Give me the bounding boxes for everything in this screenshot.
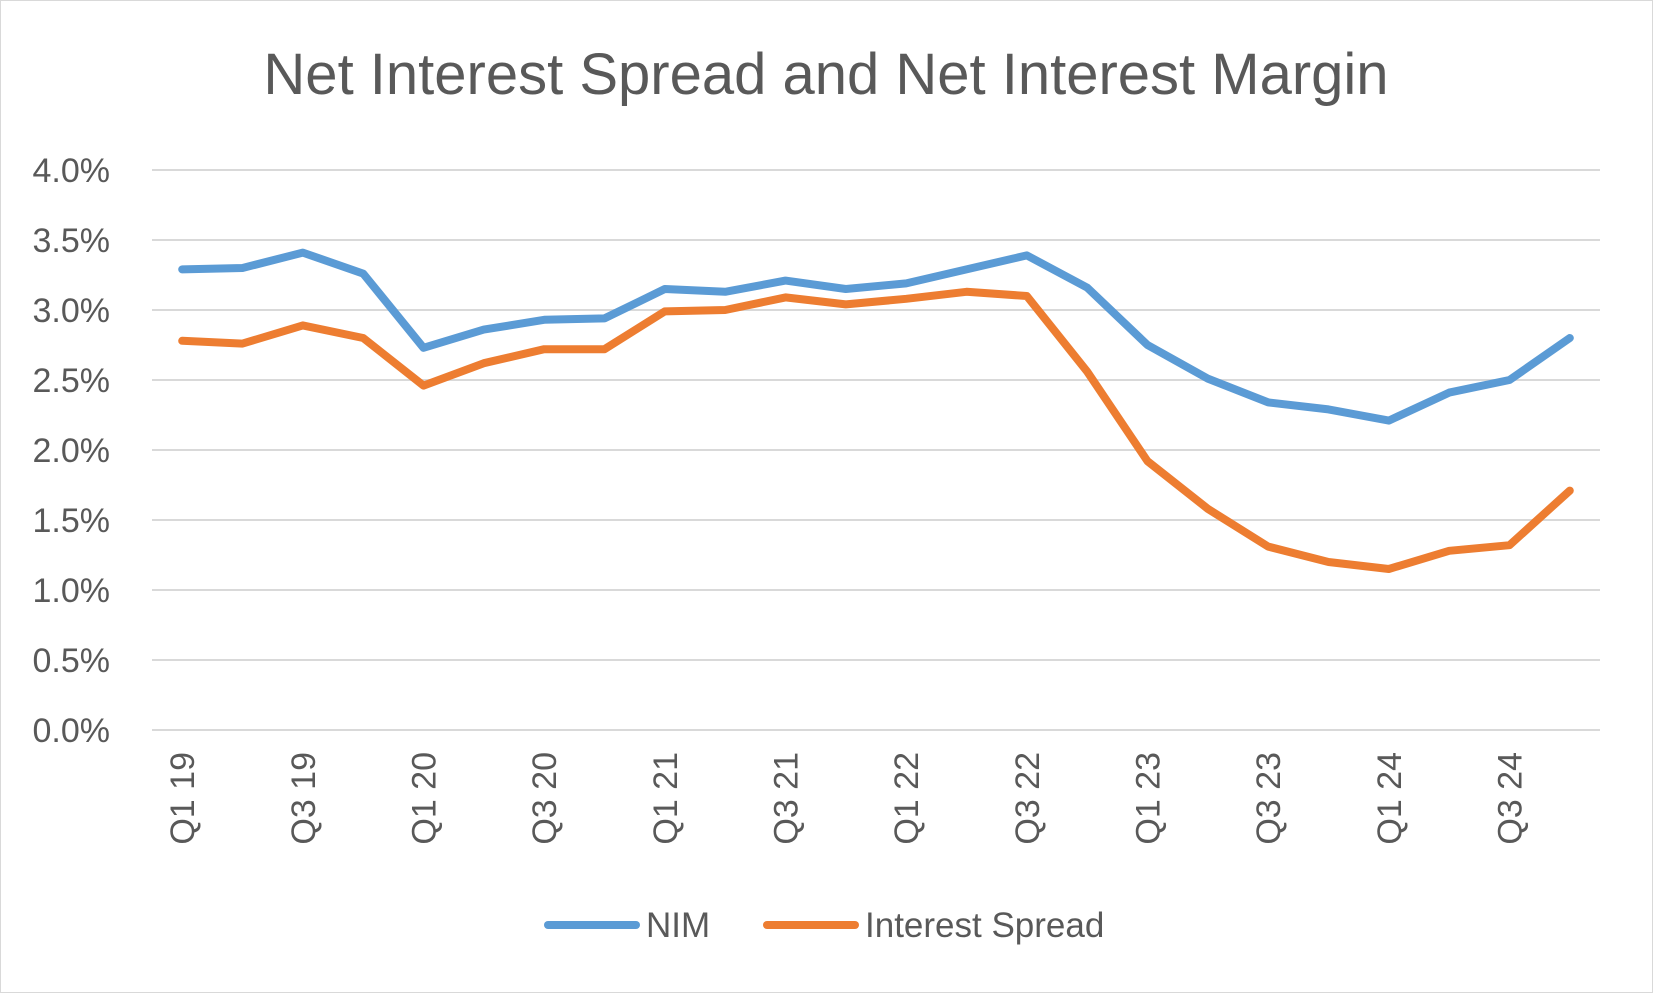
series-line-interest-spread: [178, 287, 1574, 573]
y-tick-label: 3.0%: [33, 292, 111, 330]
y-tick-label: 0.0%: [33, 712, 111, 750]
y-tick-label: 0.5%: [33, 642, 111, 680]
y-tick-label: 3.5%: [33, 222, 111, 260]
x-tick-label: Q1 20: [406, 752, 444, 845]
y-axis-ticks: 0.0% 0.5% 1.0% 1.5% 2.0% 2.5% 3.0% 3.5% 4.0%: [33, 152, 111, 750]
x-tick-label: Q1 24: [1371, 752, 1409, 845]
x-tick-label: Q3 22: [1009, 752, 1047, 845]
x-tick-label: Q1 19: [164, 752, 202, 845]
x-tick-label: Q3 23: [1250, 752, 1288, 845]
x-axis-ticks: Q1 19 Q3 19 Q1 20 Q3 20 Q1 21 Q3 21 Q1 22 Q3 22…: [164, 752, 1529, 845]
legend: NIM Interest Spread: [544, 906, 1104, 945]
y-tick-label: 2.0%: [33, 432, 111, 470]
series-lines: [178, 248, 1574, 573]
y-tick-label: 1.0%: [33, 572, 111, 610]
y-tick-label: 2.5%: [33, 362, 111, 400]
x-tick-label: Q3 21: [768, 752, 806, 845]
gridlines: [152, 169, 1600, 731]
x-tick-label: Q3 24: [1492, 752, 1530, 845]
chart-title: Net Interest Spread and Net Interest Mar…: [263, 42, 1388, 107]
x-tick-label: Q1 23: [1130, 752, 1168, 845]
x-tick-label: Q3 20: [526, 752, 564, 845]
y-tick-label: 1.5%: [33, 502, 111, 540]
y-tick-label: 4.0%: [33, 152, 111, 190]
x-tick-label: Q1 21: [647, 752, 685, 845]
legend-label: Interest Spread: [865, 906, 1104, 945]
x-tick-label: Q3 19: [285, 752, 323, 845]
x-tick-label: Q1 22: [888, 752, 926, 845]
legend-label: NIM: [646, 906, 710, 945]
series-line-nim: [178, 248, 1574, 425]
